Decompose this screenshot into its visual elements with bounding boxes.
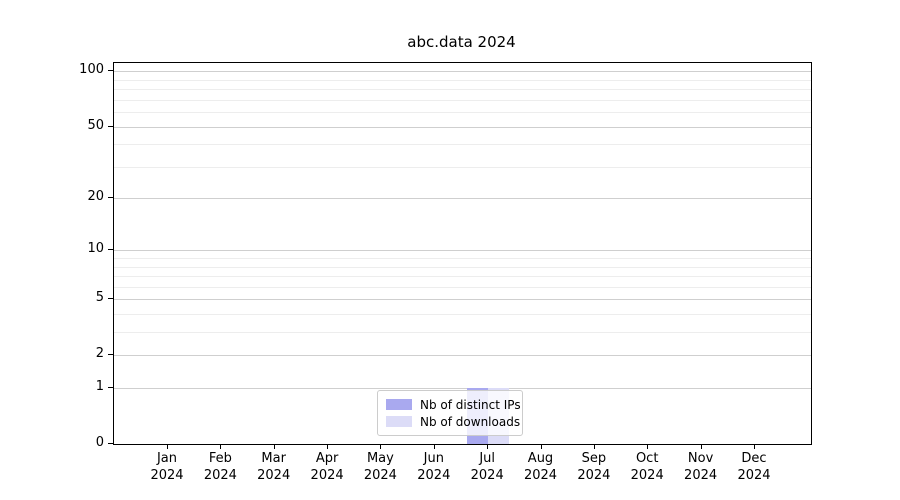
y-tick-label: 10	[87, 241, 104, 257]
minor-gridline	[114, 332, 811, 334]
legend-label-downloads: Nb of downloads	[420, 414, 521, 429]
x-tick-label: Jun 2024	[417, 451, 451, 483]
minor-gridline	[114, 258, 811, 260]
legend-swatch-downloads	[386, 416, 412, 427]
x-tick-label: May 2024	[363, 451, 397, 483]
x-tick-label: Jul 2024	[470, 451, 504, 483]
x-axis-tick	[167, 444, 168, 449]
y-axis-tick	[108, 387, 113, 388]
y-tick-label: 50	[87, 117, 104, 133]
x-axis-tick	[754, 444, 755, 449]
minor-gridline	[114, 314, 811, 315]
y-tick-label: 1	[95, 379, 104, 394]
legend: Nb of distinct IPs Nb of downloads	[377, 390, 523, 436]
major-gridline	[114, 250, 811, 252]
chart-title: abc.data 2024	[407, 33, 516, 51]
y-tick-label: 5	[95, 290, 104, 306]
legend-swatch-distinct-ips	[386, 399, 412, 410]
minor-gridline	[114, 144, 811, 146]
x-tick-label: Nov 2024	[684, 451, 718, 483]
minor-gridline	[114, 286, 811, 288]
minor-gridline	[114, 79, 811, 81]
y-tick-label: 2	[95, 346, 104, 362]
y-axis-tick	[108, 249, 113, 251]
y-tick-label: 100	[79, 62, 104, 78]
x-axis-tick	[327, 444, 329, 449]
minor-gridline	[114, 276, 811, 278]
y-axis-tick	[108, 443, 113, 444]
x-axis-tick	[700, 444, 702, 449]
legend-item-distinct-ips: Nb of distinct IPs	[386, 398, 521, 412]
x-tick-label: Dec 2024	[737, 451, 771, 483]
legend-item-downloads: Nb of downloads	[386, 415, 520, 429]
legend-label-distinct-ips: Nb of distinct IPs	[420, 397, 521, 412]
x-axis-tick	[540, 444, 542, 449]
x-axis-tick	[433, 444, 435, 449]
major-gridline	[114, 71, 811, 73]
y-axis-tick	[108, 197, 113, 199]
x-tick-label: Feb 2024	[203, 451, 237, 483]
y-axis-tick	[108, 298, 113, 300]
minor-gridline	[114, 112, 811, 114]
x-tick-label: Sep 2024	[577, 451, 611, 483]
x-axis-tick	[487, 444, 489, 449]
y-axis-tick	[108, 354, 113, 356]
y-tick-label: 20	[87, 189, 104, 205]
minor-gridline	[114, 99, 811, 101]
minor-gridline	[114, 89, 811, 91]
major-gridline	[114, 198, 811, 200]
x-axis-tick	[647, 444, 649, 449]
x-tick-label: Apr 2024	[310, 451, 344, 483]
y-axis-tick	[108, 70, 113, 72]
major-gridline	[114, 355, 811, 357]
major-gridline	[114, 126, 811, 128]
x-tick-label: Aug 2024	[523, 451, 558, 483]
x-axis-tick	[380, 444, 382, 449]
x-axis-tick	[220, 444, 222, 449]
plot-area	[113, 62, 812, 445]
minor-gridline	[114, 166, 811, 168]
y-tick-label: 0	[95, 435, 104, 450]
major-gridline	[114, 299, 811, 301]
x-tick-label: Oct 2024	[630, 451, 664, 483]
x-tick-label: Jan 2024	[150, 451, 184, 483]
minor-gridline	[114, 266, 811, 268]
x-axis-tick	[273, 444, 275, 449]
x-tick-label: Mar 2024	[257, 451, 291, 483]
major-gridline	[114, 388, 811, 389]
y-axis-tick	[108, 125, 113, 127]
x-axis-tick	[593, 444, 595, 449]
